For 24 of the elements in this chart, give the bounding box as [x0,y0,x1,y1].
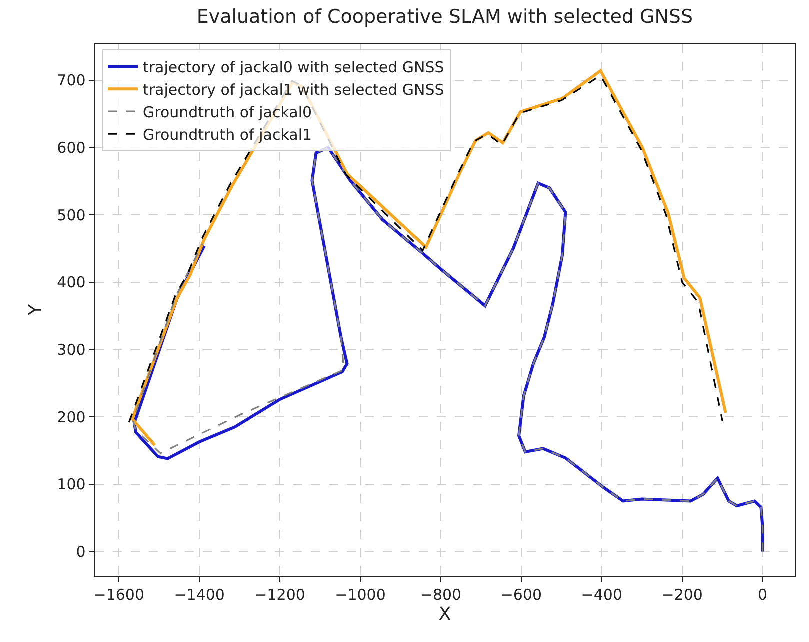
chart-title: Evaluation of Cooperative SLAM with selected GNSS [196,6,694,28]
x-tick-label: −800 [420,586,462,604]
x-tick-label: −200 [662,586,703,604]
y-tick-label: 600 [57,138,86,157]
y-tick-label: 200 [57,408,86,426]
x-tick-label: −400 [581,586,622,604]
y-tick-label: 0 [76,543,86,562]
y-axis-title: Y [25,304,46,316]
x-tick-label: −1400 [174,586,225,604]
x-tick-label: −1200 [254,586,306,604]
y-tick-label: 400 [57,274,86,292]
y-tick-label: 700 [57,72,86,90]
x-tick-label: −600 [500,586,542,604]
x-tick-label: 0 [758,586,768,604]
y-tick-label: 500 [57,206,86,224]
x-tick-label: −1000 [335,586,386,604]
legend-label: Groundtruth of jackal1 [143,126,312,144]
x-tick-label: −1600 [94,586,145,604]
legend-label: Groundtruth of jackal0 [143,103,312,122]
legend-label: trajectory of jackal0 with selected GNSS [143,58,444,76]
legend-label: trajectory of jackal1 with selected GNSS [143,80,444,99]
y-tick-label: 300 [57,340,86,359]
x-axis-title: X [438,604,452,626]
y-tick-label: 100 [57,476,86,494]
